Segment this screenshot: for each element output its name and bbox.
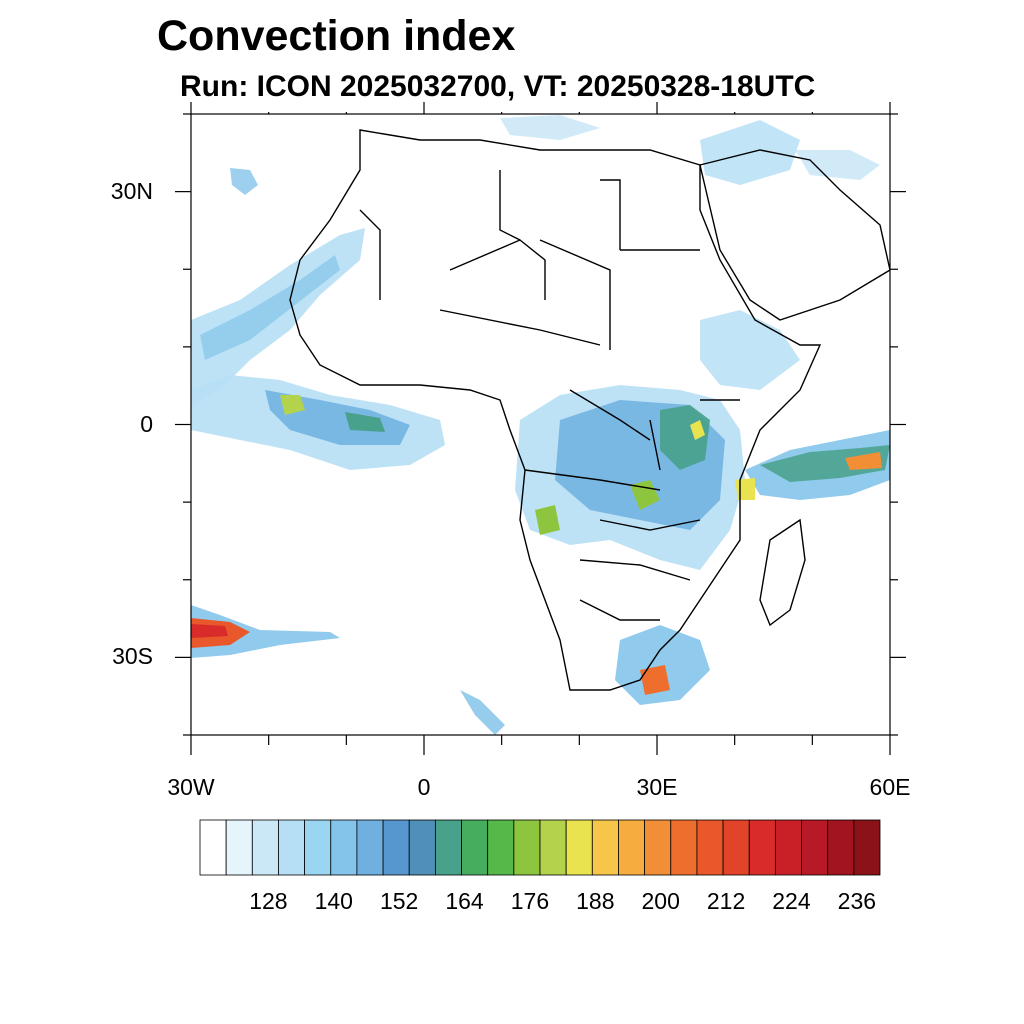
lat-label: 30S bbox=[112, 643, 153, 670]
colorbar-swatch bbox=[591, 819, 619, 876]
colorbar-swatch bbox=[827, 819, 855, 876]
colorbar-label: 176 bbox=[510, 888, 550, 914]
lon-label: 0 bbox=[417, 774, 431, 800]
colorbar-swatch bbox=[565, 819, 593, 876]
colorbar-label: 224 bbox=[772, 888, 811, 914]
colorbar bbox=[199, 819, 881, 876]
convection-field bbox=[191, 115, 890, 735]
colorbar-swatch bbox=[644, 819, 672, 876]
colorbar-swatch bbox=[461, 819, 489, 876]
colorbar-swatch bbox=[670, 819, 698, 876]
colorbar-swatch bbox=[304, 819, 332, 876]
lon-label: 30E bbox=[636, 774, 678, 800]
latitude-ticks bbox=[175, 113, 906, 736]
colorbar-swatch bbox=[434, 819, 462, 876]
colorbar-label: 200 bbox=[641, 888, 680, 914]
colorbar-label: 212 bbox=[706, 888, 746, 914]
colorbar-swatch bbox=[853, 819, 881, 876]
colorbar-swatch bbox=[774, 819, 802, 876]
colorbar-swatch bbox=[330, 819, 358, 876]
longitude-ticks bbox=[190, 102, 891, 755]
colorbar-swatch bbox=[382, 819, 410, 876]
colorbar-swatch bbox=[696, 819, 724, 876]
colorbar-label: 152 bbox=[379, 888, 419, 914]
lat-label: 0 bbox=[140, 410, 153, 437]
colorbar-swatch bbox=[278, 819, 306, 876]
colorbar-swatch bbox=[487, 819, 515, 876]
colorbar-label: 188 bbox=[576, 888, 615, 914]
chart-title: Convection index bbox=[157, 12, 516, 60]
colorbar-swatch bbox=[199, 819, 227, 876]
colorbar-swatch bbox=[225, 819, 253, 876]
colorbar-swatch bbox=[801, 819, 829, 876]
colorbar-label: 128 bbox=[249, 888, 288, 914]
colorbar-swatch bbox=[251, 819, 279, 876]
colorbar-swatch bbox=[748, 819, 776, 876]
colorbar-label: 236 bbox=[837, 888, 877, 914]
chart-subtitle: Run: ICON 2025032700, VT: 20250328-18UTC bbox=[180, 70, 816, 103]
colorbar-swatch bbox=[539, 819, 567, 876]
colorbar-swatch bbox=[513, 819, 541, 876]
lon-label: 30W bbox=[167, 774, 215, 800]
colorbar-swatch bbox=[408, 819, 436, 876]
lat-label: 30N bbox=[110, 177, 153, 204]
colorbar-label: 140 bbox=[314, 888, 353, 914]
colorbar-swatch bbox=[618, 819, 646, 876]
coastlines bbox=[289, 129, 890, 691]
lon-label: 60E bbox=[869, 774, 911, 800]
colorbar-label: 164 bbox=[445, 888, 484, 914]
colorbar-swatch bbox=[722, 819, 750, 876]
colorbar-swatch bbox=[356, 819, 384, 876]
